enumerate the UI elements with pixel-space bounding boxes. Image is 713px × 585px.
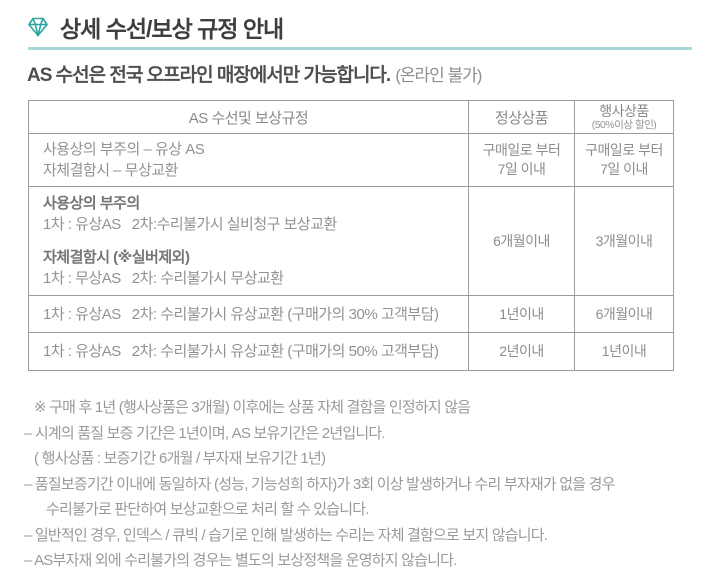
note-line: – 시계의 품질 보증 기간은 1년이며, AS 보유기간은 2년입니다.: [24, 424, 386, 442]
note-line: ※ 구매 후 1년 (행사상품은 3개월) 이후에는 상품 자체 결함을 인정하…: [34, 399, 471, 416]
table-row: 사용상의 부주의 – 유상 AS 자체결함시 – 무상교환 구매일로 부터 7일…: [28, 133, 674, 187]
as-policy-table: AS 수선및 보상규정 정상상품 행사상품 (50%이상 할인) 사용상의 부주…: [28, 100, 674, 371]
event-period: 1년이내: [574, 332, 674, 371]
subtitle: AS 수선은 전국 오프라인 매장에서만 가능합니다. (온라인 불가): [27, 60, 482, 87]
header-col-event: 행사상품 (50%이상 할인): [574, 100, 674, 134]
event-period: 6개월이내: [574, 295, 674, 333]
footnotes: ※ 구매 후 1년 (행사상품은 3개월) 이후에는 상품 자체 결함을 인정하…: [24, 395, 704, 574]
normal-period: 2년이내: [468, 332, 575, 371]
rule-text: 1차 : 무상AS 2차: 수리불가시 무상교환: [43, 270, 284, 287]
rule-text: 자체결함시 – 무상교환: [43, 162, 178, 179]
rule-text: 1차 : 유상AS 2차:수리불가시 실비청구 보상교환: [43, 216, 337, 233]
subtitle-note: (온라인 불가): [395, 66, 482, 85]
table-row: 사용상의 부주의 1차 : 유상AS 2차:수리불가시 실비청구 보상교환 자체…: [28, 186, 674, 296]
page-title: 상세 수선/보상 규정 안내: [60, 16, 284, 42]
header-col-normal: 정상상품: [468, 100, 575, 134]
gem-icon: [26, 15, 50, 39]
note-line: – AS부자재 외에 수리불가의 경우는 별도의 보상정책을 운영하지 않습니다…: [24, 552, 457, 569]
page-header: 상세 수선/보상 규정 안내: [26, 10, 284, 44]
table-row: 1차 : 유상AS 2차: 수리불가시 유상교환 (구매가의 30% 고객부담)…: [28, 295, 674, 333]
note-line: 수리불가로 판단하여 보상교환으로 처리 할 수 있습니다.: [46, 501, 369, 518]
rule-text-bold: 자체결함시 (※실버제외): [43, 249, 190, 266]
header-col-rules: AS 수선및 보상규정: [28, 100, 469, 134]
table-row: 1차 : 유상AS 2차: 수리불가시 유상교환 (구매가의 50% 고객부담)…: [28, 332, 674, 371]
header-col-event-sub: (50%이상 할인): [591, 118, 657, 131]
note-line: – 품질보증기간 이내에 동일하자 (성능, 기능성희 하자)가 3회 이상 발…: [24, 475, 615, 493]
rule-text: 사용상의 부주의 – 유상 AS: [43, 141, 205, 158]
teal-divider: [28, 47, 692, 50]
event-period: 3개월이내: [574, 186, 674, 296]
normal-period: 1년이내: [468, 295, 575, 333]
rule-text-bold: 사용상의 부주의: [43, 195, 140, 212]
event-period: 7일 이내: [600, 161, 648, 177]
normal-period: 7일 이내: [497, 161, 546, 177]
rule-text: 1차 : 유상AS 2차: 수리불가시 유상교환 (구매가의 30% 고객부담): [43, 305, 439, 323]
event-period: 구매일로 부터: [585, 142, 663, 159]
note-line: ( 행사상품 : 보증기간 6개월 / 부자재 보유기간 1년): [34, 450, 326, 467]
subtitle-main: AS 수선은 전국 오프라인 매장에서만 가능합니다.: [27, 65, 391, 86]
normal-period: 구매일로 부터: [482, 142, 561, 159]
table-header-row: AS 수선및 보상규정 정상상품 행사상품 (50%이상 할인): [28, 100, 674, 134]
normal-period: 6개월이내: [468, 186, 575, 296]
note-line: – 일반적인 경우, 인덱스 / 큐빅 / 습기로 인해 발생하는 수리는 자체…: [24, 526, 548, 544]
rule-text: 1차 : 유상AS 2차: 수리불가시 유상교환 (구매가의 50% 고객부담): [43, 343, 439, 360]
header-col-event-title: 행사상품: [599, 102, 649, 119]
